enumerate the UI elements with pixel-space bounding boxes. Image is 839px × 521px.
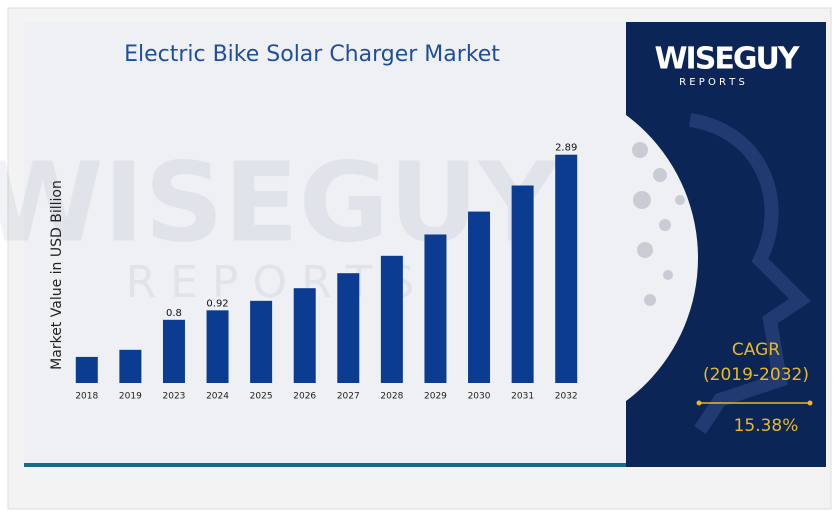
chart-title: Electric Bike Solar Charger Market — [124, 42, 500, 67]
bar — [294, 288, 316, 383]
cagr-period: (2019-2032) — [703, 365, 809, 385]
bar — [337, 273, 359, 383]
x-tick-label: 2031 — [511, 392, 534, 402]
value-label: 2.89 — [555, 143, 577, 154]
y-axis-label: Market Value in USD Billion — [49, 180, 65, 370]
bar — [119, 350, 141, 383]
bar — [424, 234, 446, 383]
x-tick-label: 2028 — [380, 392, 403, 402]
logo-name: WISEGUY — [654, 42, 800, 77]
chart: WISEGUY R E P O R T S Electric Bike Sola… — [0, 0, 839, 517]
x-tick-label: 2029 — [424, 392, 447, 402]
bar — [207, 310, 229, 383]
bar — [250, 301, 272, 383]
bar — [163, 320, 185, 383]
x-tick-label: 2018 — [75, 392, 98, 402]
watermark-tagline: R E P O R T S — [126, 257, 415, 308]
x-tick-label: 2025 — [250, 392, 273, 402]
cagr-value: 15.38% — [734, 416, 799, 436]
x-tick-label: 2026 — [293, 392, 316, 402]
x-tick-label: 2024 — [206, 392, 229, 402]
bar — [381, 256, 403, 383]
x-tick-label: 2027 — [337, 392, 360, 402]
bar — [512, 186, 534, 384]
x-tick-label: 2032 — [555, 392, 578, 402]
value-label: 0.92 — [206, 298, 228, 309]
x-tick-label: 2019 — [119, 392, 142, 402]
cagr-dot — [808, 401, 813, 406]
value-label: 0.8 — [166, 308, 182, 319]
cagr-label: CAGR — [732, 340, 780, 360]
page: WISEGUY R E P O R T S Electric Bike Sola… — [0, 0, 839, 521]
logo-tagline: R E P O R T S — [679, 77, 745, 88]
bar — [468, 212, 490, 383]
bar — [555, 155, 577, 383]
bar — [76, 357, 98, 383]
cagr-dot — [697, 401, 702, 406]
x-tick-label: 2030 — [468, 392, 491, 402]
bottom-rule — [24, 463, 626, 467]
x-tick-label: 2023 — [163, 392, 186, 402]
